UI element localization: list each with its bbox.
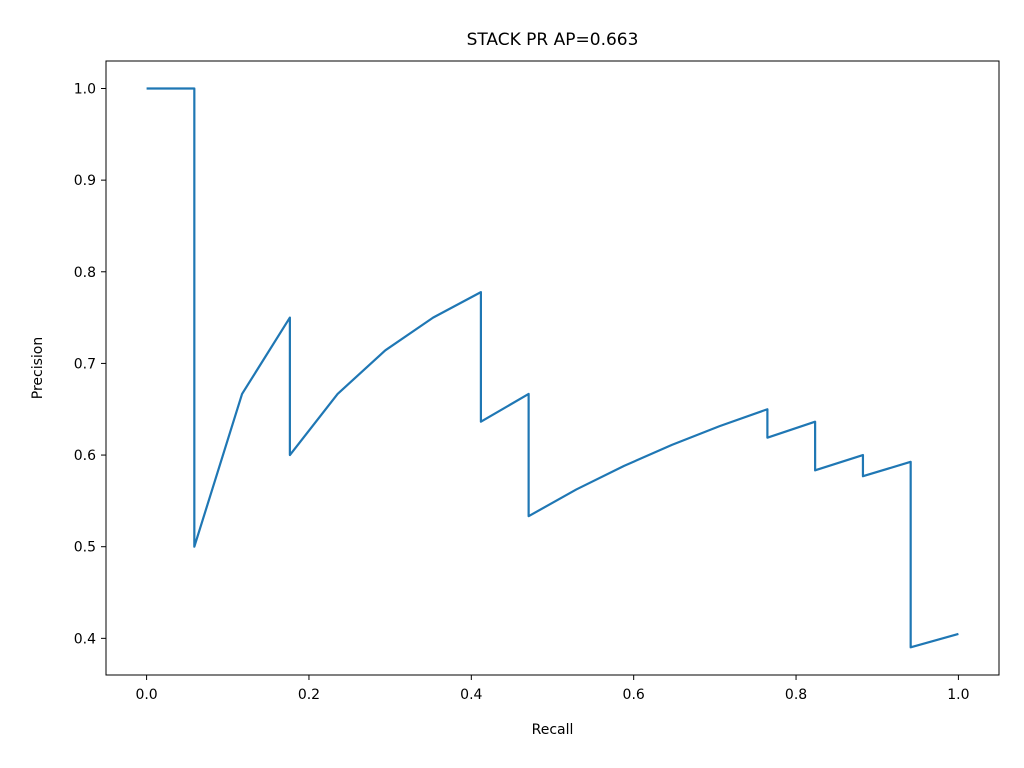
x-tick-label: 0.8: [785, 687, 807, 703]
chart-title: STACK PR AP=0.663: [467, 30, 639, 50]
y-tick-label: 0.8: [74, 265, 96, 281]
pr-curve-line: [146, 87, 959, 649]
y-tick-label: 0.4: [74, 631, 96, 647]
y-tick-label: 0.7: [74, 356, 96, 372]
x-tick-label: 0.4: [460, 687, 482, 703]
series-layer: [146, 87, 959, 649]
plot-area: [105, 60, 1000, 676]
x-tick-label: 0.6: [623, 687, 645, 703]
y-tick-label: 1.0: [74, 81, 96, 97]
x-axis-label: Recall: [532, 722, 574, 738]
x-tick-label: 1.0: [947, 687, 969, 703]
y-axis: 0.4 0.5 0.6 0.7 0.8 0.9 1.0: [74, 81, 106, 647]
x-tick-label: 0.2: [298, 687, 320, 703]
x-tick-label: 0.0: [135, 687, 157, 703]
plot-frame: [105, 60, 1000, 676]
y-tick-label: 0.9: [74, 173, 96, 189]
y-tick-label: 0.5: [74, 540, 96, 556]
y-tick-label: 0.6: [74, 448, 96, 464]
y-axis-label: Precision: [30, 337, 46, 399]
x-axis: 0.0 0.2 0.4 0.6 0.8 1.0: [135, 675, 970, 703]
